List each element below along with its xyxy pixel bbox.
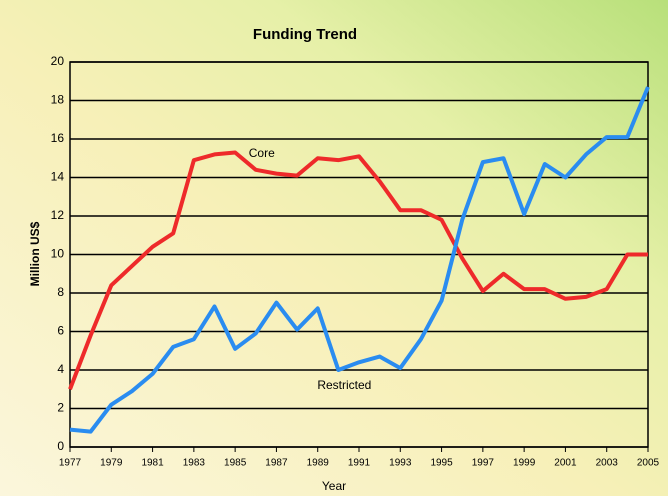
series-label: Restricted xyxy=(317,378,371,392)
y-tick-label: 4 xyxy=(57,362,64,376)
x-tick-label: 1997 xyxy=(472,458,495,469)
x-tick-label: 1993 xyxy=(389,458,412,469)
y-tick-label: 20 xyxy=(51,54,65,68)
y-tick-label: 10 xyxy=(51,247,65,261)
x-axis-label: Year xyxy=(322,479,346,493)
y-tick-label: 6 xyxy=(57,324,64,338)
y-tick-label: 8 xyxy=(57,285,64,299)
x-tick-label: 1995 xyxy=(430,458,453,469)
y-tick-label: 14 xyxy=(51,170,65,184)
y-tick-label: 0 xyxy=(57,439,64,453)
x-tick-label: 1989 xyxy=(307,458,330,469)
x-tick-label: 2005 xyxy=(637,458,660,469)
x-tick-label: 2003 xyxy=(596,458,619,469)
y-axis-label: Million US$ xyxy=(28,221,42,286)
chart-title: Funding Trend xyxy=(253,26,357,43)
x-tick-label: 1985 xyxy=(224,458,247,469)
x-tick-label: 1991 xyxy=(348,458,371,469)
y-tick-label: 16 xyxy=(51,131,65,145)
series-line xyxy=(69,86,650,434)
series-line xyxy=(68,150,648,390)
x-tick-label: 1983 xyxy=(183,458,206,469)
y-tick-label: 12 xyxy=(51,208,65,222)
x-tick-label: 1979 xyxy=(100,458,123,469)
x-tick-label: 1981 xyxy=(141,458,164,469)
y-tick-label: 18 xyxy=(51,93,65,107)
x-tick-label: 1999 xyxy=(513,458,536,469)
series-label: Core xyxy=(249,146,275,160)
x-tick-label: 2001 xyxy=(554,458,577,469)
y-tick-label: 2 xyxy=(57,401,64,415)
x-tick-label: 1977 xyxy=(59,458,82,469)
x-tick-label: 1987 xyxy=(265,458,288,469)
